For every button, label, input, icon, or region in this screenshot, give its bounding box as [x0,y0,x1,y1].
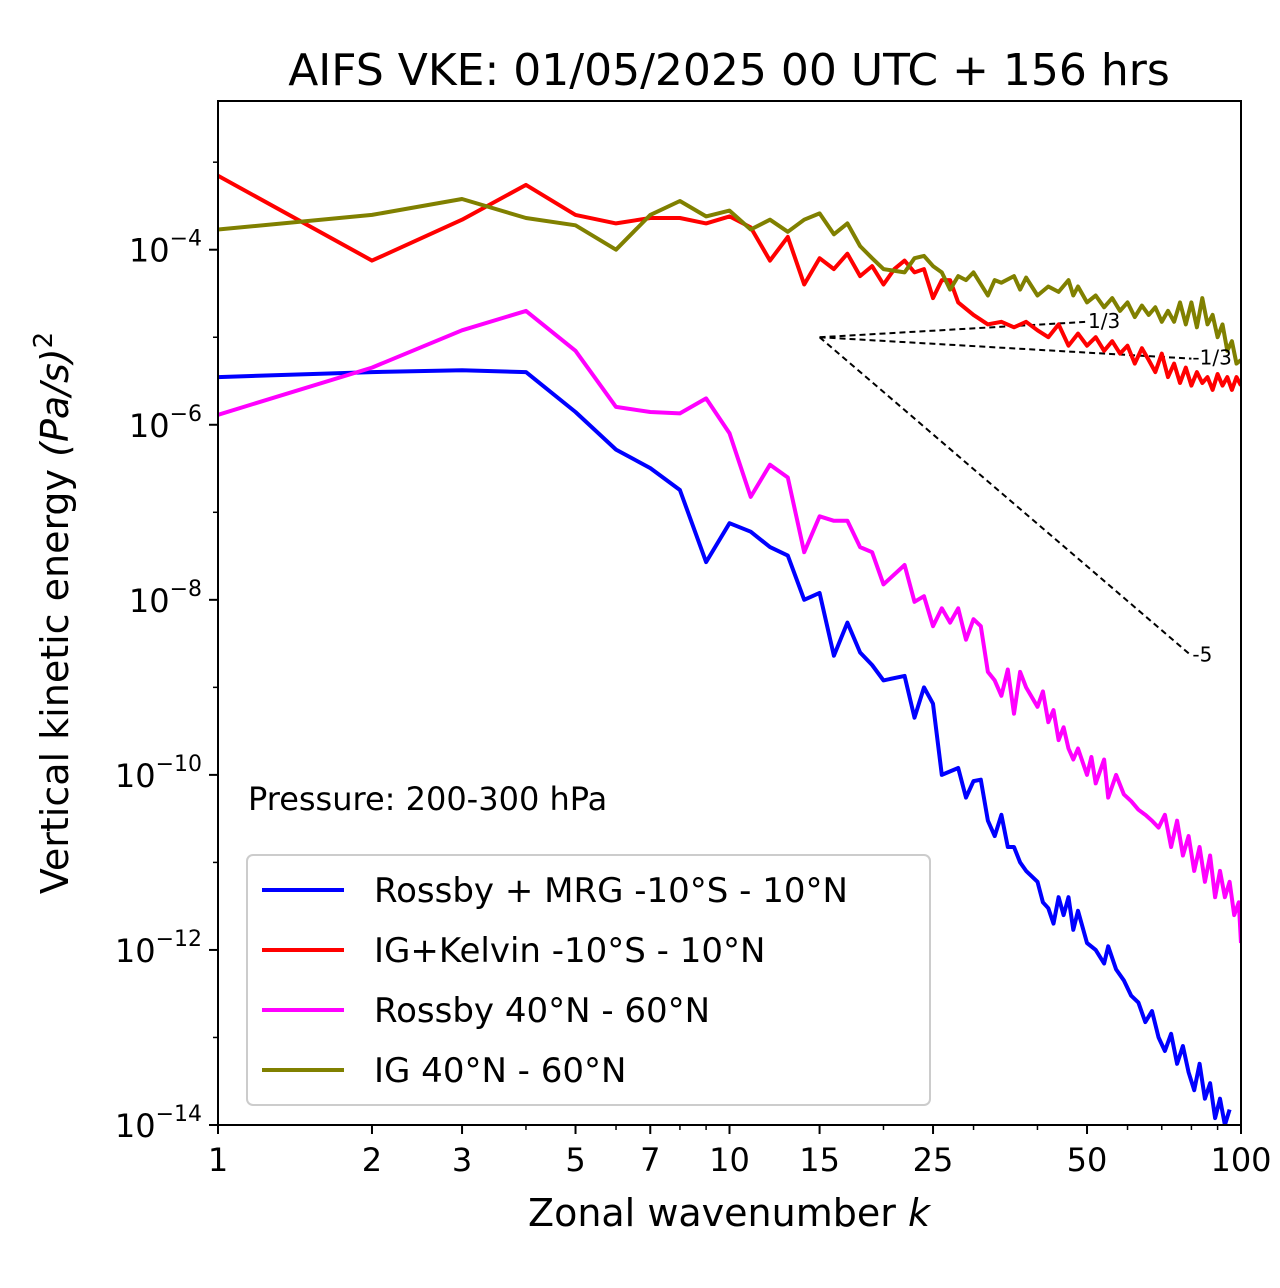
y-tick-exponent: −14 [156,1102,202,1127]
y-tick-base: 10 [115,1107,156,1145]
pressure-annotation: Pressure: 200-300 hPa [248,780,607,818]
slope-label: 1/3 [1088,309,1120,333]
legend-label: Rossby + MRG -10°S - 10°N [374,871,848,911]
y-tick-base: 10 [115,932,156,970]
y-tick-base: 10 [129,407,170,445]
slope-label: -1/3 [1192,346,1231,370]
y-axis-label-unit: (Pa/s) [33,348,77,456]
legend: Rossby + MRG -10°S - 10°N IG+Kelvin -10°S… [246,854,931,1106]
y-tick-exponent: −6 [170,402,202,427]
x-tick-label: 3 [452,1141,472,1179]
chart-title: AIFS VKE: 01/05/2025 00 UTC + 156 hrs [288,45,1170,96]
y-tick-label: 10−6 [129,402,202,445]
y-tick-exponent: −12 [156,927,202,952]
x-tick-label: 15 [799,1141,840,1179]
series-line [218,368,1232,1125]
y-tick-base: 10 [115,757,156,795]
series-line [218,308,1241,944]
x-axis-label-text: Zonal wavenumber [528,1191,896,1235]
y-tick-exponent: −8 [170,577,202,602]
slope-line [818,336,1193,657]
x-tick-label: 7 [640,1141,660,1179]
slope-labels: 1/3 -1/3 -5 [1088,309,1232,667]
y-tick-label: 10−12 [115,927,202,970]
y-tick-base: 10 [129,232,170,270]
legend-box [246,854,931,1106]
y-tick-exponent: −4 [170,227,202,252]
x-tick-label: 25 [913,1141,954,1179]
x-tick-label: 5 [565,1141,585,1179]
data-series [218,173,1241,1125]
x-axis-label: Zonal wavenumber k [528,1191,932,1235]
y-axis-label-text: Vertical kinetic energy [33,469,77,894]
y-axis-label-exp: 2 [29,332,59,349]
series-line [218,197,1241,366]
y-tick-label: 10−14 [115,1102,202,1145]
legend-label: IG+Kelvin -10°S - 10°N [374,931,765,971]
x-tick-label: 1 [208,1141,228,1179]
y-tick-base: 10 [129,582,170,620]
y-tick-label: 10−10 [115,752,202,795]
x-tick-label: 100 [1210,1141,1271,1179]
x-axis: 1 2 3 5 7 10 15 25 50 100 [208,1125,1272,1179]
legend-label: IG 40°N - 60°N [374,1051,626,1091]
x-tick-label: 10 [709,1141,750,1179]
x-axis-label-var: k [908,1191,932,1235]
x-tick-label: 2 [362,1141,382,1179]
y-tick-exponent: −10 [156,752,202,777]
x-tick-label: 50 [1067,1141,1108,1179]
series-line [218,173,1241,392]
slope-line [819,320,1088,339]
slope-label: -5 [1192,643,1212,667]
y-tick-label: 10−4 [129,227,202,270]
legend-label: Rossby 40°N - 60°N [374,991,710,1031]
y-axis-label: Vertical kinetic energy (Pa/s)2 [29,332,77,894]
y-tick-label: 10−8 [129,577,202,620]
